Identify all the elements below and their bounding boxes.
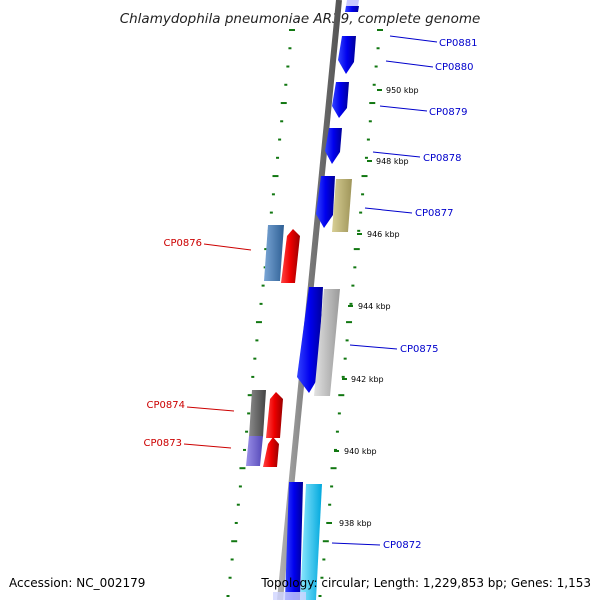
gene-label-cp0881[interactable]: CP0881 <box>439 38 477 49</box>
label-leader <box>385 60 434 68</box>
label-leader <box>389 35 438 43</box>
gene-cp0872-blue <box>285 482 303 600</box>
label-leader <box>183 443 232 449</box>
gene-label-cp0872[interactable]: CP0872 <box>383 540 421 551</box>
gene-cp0881 <box>338 36 356 74</box>
gene-label-cp0880[interactable]: CP0880 <box>435 62 473 73</box>
gene-label-cp0874[interactable]: CP0874 <box>147 400 185 411</box>
gene-cp0873-red <box>263 437 279 467</box>
gene-label-cp0878[interactable]: CP0878 <box>423 153 461 164</box>
scale-label-942: 942 kbp <box>351 375 384 384</box>
gene-cp0879 <box>332 82 349 118</box>
gene-features <box>246 0 359 600</box>
forward-gene-labels: CP0881 CP0880 CP0879 CP0878 CP0877 CP087… <box>331 35 477 551</box>
genome-summary-text: Topology: circular; Length: 1,229,853 bp… <box>260 576 591 590</box>
gene-label-cp0877[interactable]: CP0877 <box>415 208 453 219</box>
gene-cp0875-blue <box>297 287 323 393</box>
gene-cp0874-gray <box>249 390 266 437</box>
gene-cp0872-cyan <box>300 484 322 600</box>
scale-label-946: 946 kbp <box>367 230 400 239</box>
map-title: Chlamydophila pneumoniae AR39, complete … <box>120 11 481 27</box>
scale-markers: 950 kbp 948 kbp 946 kbp 944 kbp 942 kbp … <box>327 86 419 528</box>
gene-bottom-partial <box>273 592 306 600</box>
gene-label-cp0879[interactable]: CP0879 <box>429 107 467 118</box>
scale-label-948: 948 kbp <box>376 157 409 166</box>
scale-label-944: 944 kbp <box>358 302 391 311</box>
gene-cp0876-steel <box>264 225 284 281</box>
gene-cp0877-khaki <box>332 179 352 232</box>
reverse-gene-labels: CP0876 CP0874 CP0873 <box>144 238 252 449</box>
scale-label-938: 938 kbp <box>339 519 372 528</box>
label-leader <box>349 344 398 350</box>
gene-cp0877-blue <box>316 176 335 228</box>
gene-label-cp0875[interactable]: CP0875 <box>400 344 438 355</box>
label-leader <box>331 542 381 546</box>
gene-cp0878 <box>325 128 342 164</box>
scale-label-940: 940 kbp <box>344 447 377 456</box>
gene-cp0873-purple <box>246 436 263 466</box>
scale-label-950: 950 kbp <box>386 86 419 95</box>
label-leader <box>372 151 421 158</box>
gene-cp0876-red <box>281 229 300 283</box>
accession-text: Accession: NC_002179 <box>9 576 145 590</box>
label-leader <box>379 105 428 112</box>
gene-label-cp0873[interactable]: CP0873 <box>144 438 182 449</box>
gene-cp0874-red <box>266 392 283 438</box>
label-leader <box>203 243 252 251</box>
gene-cp0875-silver <box>314 289 340 396</box>
label-leader <box>364 207 413 214</box>
gene-top-blue <box>345 6 359 12</box>
label-leader <box>186 406 235 412</box>
gene-label-cp0876[interactable]: CP0876 <box>164 238 202 249</box>
